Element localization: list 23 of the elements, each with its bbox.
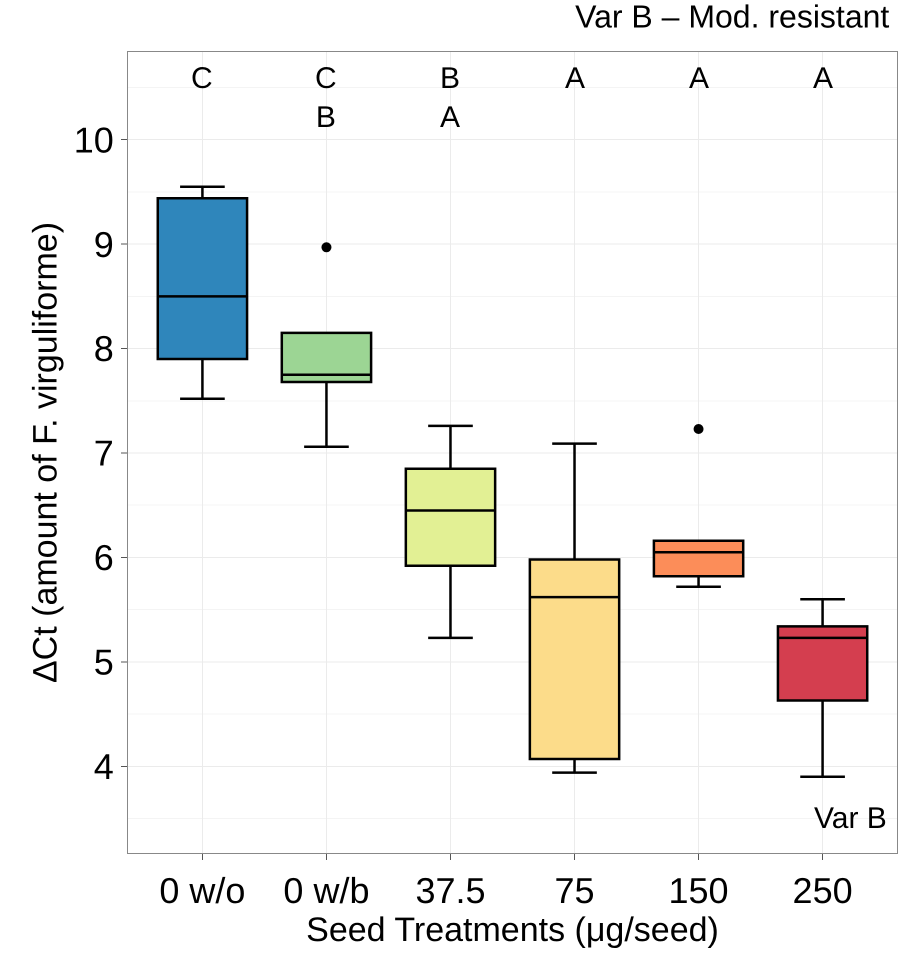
y-tick-label: 10 [74, 119, 114, 160]
x-tick-label: 0 w/o [159, 870, 246, 912]
chart-title: Var B – Mod. resistant [575, 0, 890, 34]
y-tick-label: 4 [94, 746, 114, 787]
y-tick-label: 6 [94, 537, 114, 578]
x-axis-title: Seed Treatments (μg/seed) [306, 911, 719, 950]
y-tick-label: 5 [94, 641, 114, 682]
annotation: A [813, 62, 834, 95]
y-tick-label: 7 [94, 432, 114, 474]
x-tick-label: 150 [668, 870, 729, 912]
x-tick-label: 0 w/b [283, 870, 370, 912]
y-tick-label: 8 [94, 328, 114, 370]
annotation: A [689, 62, 710, 95]
y-axis-title: ΔCt (amount of F. virguliforme) [26, 222, 64, 684]
annotation: C [191, 62, 213, 95]
x-tick-label: 37.5 [415, 870, 486, 912]
annotation: Var B [814, 802, 887, 835]
annotation: B A [440, 62, 460, 134]
y-tick-label: 9 [94, 224, 114, 265]
x-tick-label: 75 [554, 870, 595, 912]
x-tick-label: 250 [792, 870, 853, 912]
annotation: C B [315, 62, 337, 134]
annotation: A [565, 62, 586, 95]
